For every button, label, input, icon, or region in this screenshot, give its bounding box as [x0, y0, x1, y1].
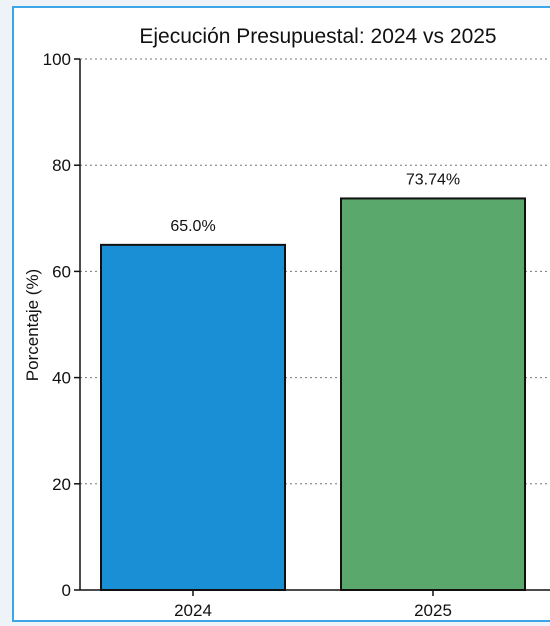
y-tick-label: 40 — [52, 369, 71, 388]
bars — [100, 197, 526, 591]
axes: 0 20 40 60 80 100 2024 2025 — [43, 50, 550, 620]
data-label-2024: 65.0% — [170, 218, 215, 235]
chart-title: Ejecución Presupuestal: 2024 vs 2025 — [139, 25, 496, 48]
bar-2025 — [340, 197, 526, 591]
bar-2024 — [100, 243, 286, 591]
data-labels: 65.0% 73.74% — [170, 171, 460, 234]
data-label-2025: 73.74% — [406, 171, 460, 188]
y-tick-label: 100 — [43, 50, 71, 69]
y-tick-label: 80 — [52, 156, 71, 175]
y-tick-label: 60 — [52, 262, 71, 281]
x-tick-label: 2024 — [174, 601, 212, 620]
y-axis-label: Porcentaje (%) — [23, 269, 42, 381]
y-tick-label: 0 — [62, 581, 71, 600]
x-tick-label: 2025 — [414, 601, 452, 620]
y-tick-label: 20 — [52, 475, 71, 494]
